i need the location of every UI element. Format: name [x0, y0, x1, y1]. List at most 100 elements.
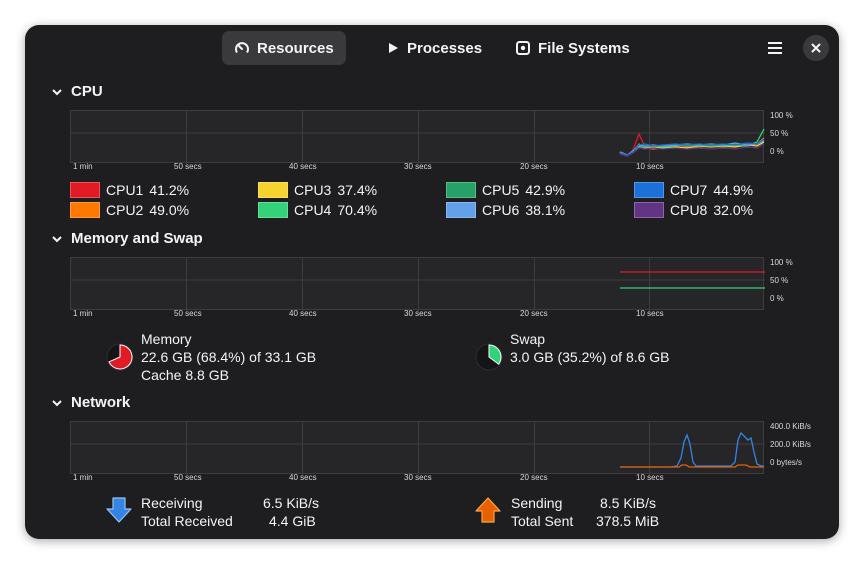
total-received-value: 4.4 GiB	[269, 513, 316, 529]
time-label-1min: 1 min	[73, 162, 93, 171]
network-y-tick-0: 0 bytes/s	[770, 458, 803, 467]
time-label-40s: 40 secs	[289, 473, 317, 482]
time-label-30s: 30 secs	[404, 309, 432, 318]
swap-pie-slice	[488, 344, 502, 365]
sending-labels: Sending Total Sent	[511, 494, 573, 530]
disk-icon	[516, 41, 530, 55]
cpu5-value: 42.9%	[525, 182, 566, 198]
tab-resources[interactable]: Resources	[222, 31, 346, 65]
network-section-title: Network	[71, 394, 131, 411]
close-icon	[811, 43, 821, 53]
cpu-y-tick-50: 50 %	[770, 129, 789, 138]
network-y-tick-400: 400.0 KiB/s	[770, 422, 811, 431]
receiving-values: 6.5 KiB/s 4.4 GiB	[263, 494, 319, 530]
cpu5-label: CPU5	[482, 182, 520, 198]
memory-history-graph	[70, 257, 765, 311]
cpu6-legend: CPU6 38.1%	[446, 202, 565, 218]
cpu1-color-swatch[interactable]	[70, 182, 100, 198]
cpu7-value: 44.9%	[713, 182, 754, 198]
time-label-10s: 10 secs	[636, 473, 664, 482]
time-label-10s: 10 secs	[636, 309, 664, 318]
total-sent-label: Total Sent	[511, 513, 574, 529]
memory-cache-value: Cache 8.8 GB	[141, 367, 229, 383]
cpu-section-header[interactable]: CPU	[51, 83, 103, 100]
cpu1-value: 41.2%	[149, 182, 190, 198]
close-button[interactable]	[803, 35, 829, 61]
memory-section-header[interactable]: Memory and Swap	[51, 230, 203, 247]
cpu4-label: CPU4	[294, 202, 332, 218]
cpu7-legend: CPU7 44.9%	[634, 182, 753, 198]
memory-usage-value: 22.6 GB (68.4%) of 33.1 GB	[141, 349, 317, 365]
cpu4-value: 70.4%	[337, 202, 378, 218]
time-label-1min: 1 min	[73, 309, 93, 318]
play-icon	[389, 43, 398, 53]
time-label-20s: 20 secs	[520, 162, 548, 171]
gauge-icon	[235, 42, 249, 54]
receiving-label: Receiving	[141, 495, 203, 511]
cpu8-line	[619, 143, 765, 157]
memory-info: Memory 22.6 GB (68.4%) of 33.1 GB Cache …	[141, 330, 316, 384]
tab-resources-label: Resources	[257, 39, 334, 57]
chevron-down-icon	[52, 235, 62, 242]
cpu4-legend: CPU4 70.4%	[258, 202, 377, 218]
download-arrow-icon	[106, 497, 132, 523]
memory-y-tick-100: 100 %	[770, 258, 793, 267]
tab-processes[interactable]: Processes	[374, 31, 494, 65]
cpu5-color-swatch[interactable]	[446, 182, 476, 198]
cpu-y-tick-100: 100 %	[770, 111, 793, 120]
memory-y-tick-0: 0 %	[770, 294, 784, 303]
cpu3-value: 37.4%	[337, 182, 378, 198]
time-label-20s: 20 secs	[520, 309, 548, 318]
sending-values: 8.5 KiB/s 378.5 MiB	[596, 494, 659, 530]
time-label-30s: 30 secs	[404, 162, 432, 171]
cpu-section-title: CPU	[71, 83, 103, 100]
time-label-1min: 1 min	[73, 473, 93, 482]
main-menu-button[interactable]	[762, 35, 788, 61]
cpu2-label: CPU2	[106, 202, 144, 218]
memory-pie-chart	[106, 343, 134, 371]
network-section-header[interactable]: Network	[51, 394, 130, 411]
total-received-label: Total Received	[141, 513, 233, 529]
send-line	[620, 464, 764, 468]
time-label-50s: 50 secs	[174, 162, 202, 171]
tab-file-systems-label: File Systems	[538, 39, 630, 57]
time-label-50s: 50 secs	[174, 309, 202, 318]
cpu2-color-swatch[interactable]	[70, 202, 100, 218]
receiving-labels: Receiving Total Received	[141, 494, 233, 530]
cpu3-legend: CPU3 37.4%	[258, 182, 377, 198]
time-label-30s: 30 secs	[404, 473, 432, 482]
memory-pie-slice	[108, 344, 133, 370]
cpu2-legend: CPU2 49.0%	[70, 202, 189, 218]
upload-arrow-icon	[475, 497, 501, 523]
memory-label: Memory	[141, 331, 192, 347]
hamburger-menu-icon	[768, 42, 782, 54]
sending-value: 8.5 KiB/s	[600, 495, 657, 511]
time-label-40s: 40 secs	[289, 162, 317, 171]
cpu8-label: CPU8	[670, 202, 708, 218]
cpu7-label: CPU7	[670, 182, 708, 198]
cpu1-label: CPU1	[106, 182, 144, 198]
cpu6-color-swatch[interactable]	[446, 202, 476, 218]
cpu3-color-swatch[interactable]	[258, 182, 288, 198]
network-y-tick-200: 200.0 KiB/s	[770, 440, 811, 449]
cpu7-line	[619, 138, 765, 156]
network-history-graph	[70, 421, 765, 475]
sending-label: Sending	[511, 495, 563, 511]
cpu8-legend: CPU8 32.0%	[634, 202, 753, 218]
tab-processes-label: Processes	[407, 39, 483, 57]
cpu8-color-swatch[interactable]	[634, 202, 664, 218]
chevron-down-icon	[52, 399, 62, 406]
swap-usage-value: 3.0 GB (35.2%) of 8.6 GB	[510, 349, 670, 365]
tab-file-systems[interactable]: File Systems	[503, 31, 642, 65]
swap-pie-chart	[475, 343, 503, 371]
time-label-40s: 40 secs	[289, 309, 317, 318]
cpu7-color-swatch[interactable]	[634, 182, 664, 198]
app-window: Resources Processes File Systems CPU	[25, 25, 839, 539]
total-sent-value: 378.5 MiB	[596, 513, 660, 529]
cpu4-color-swatch[interactable]	[258, 202, 288, 218]
time-label-10s: 10 secs	[636, 162, 664, 171]
receiving-value: 6.5 KiB/s	[263, 495, 320, 511]
swap-label: Swap	[510, 331, 546, 347]
cpu6-value: 38.1%	[525, 202, 566, 218]
time-label-50s: 50 secs	[174, 473, 202, 482]
